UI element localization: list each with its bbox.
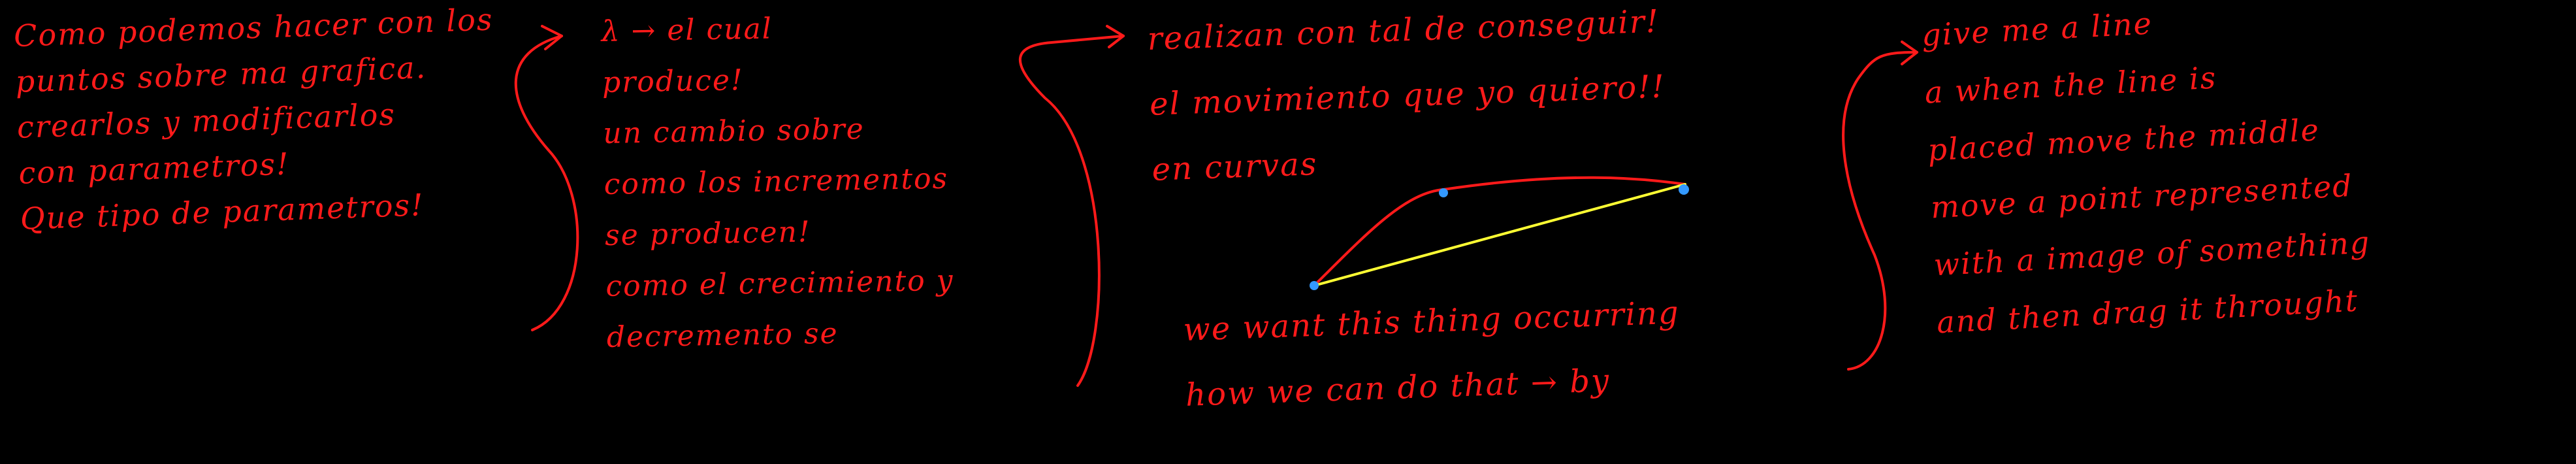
flow-arrow-1 <box>514 35 579 331</box>
flow-arrow-2 <box>1018 35 1125 387</box>
flow-arrow-1-head <box>541 25 563 50</box>
flow-arrow-2-head <box>1106 25 1125 48</box>
flow-arrow-3 <box>1842 51 1918 371</box>
curve-midpoint <box>1439 188 1448 197</box>
curve-endpoint-left <box>1310 281 1319 290</box>
straight-line-sketch <box>1313 183 1686 287</box>
curve-endpoint-right <box>1679 184 1689 195</box>
curve-sketch <box>1313 176 1686 287</box>
flow-arrow-3-head <box>1901 41 1918 65</box>
